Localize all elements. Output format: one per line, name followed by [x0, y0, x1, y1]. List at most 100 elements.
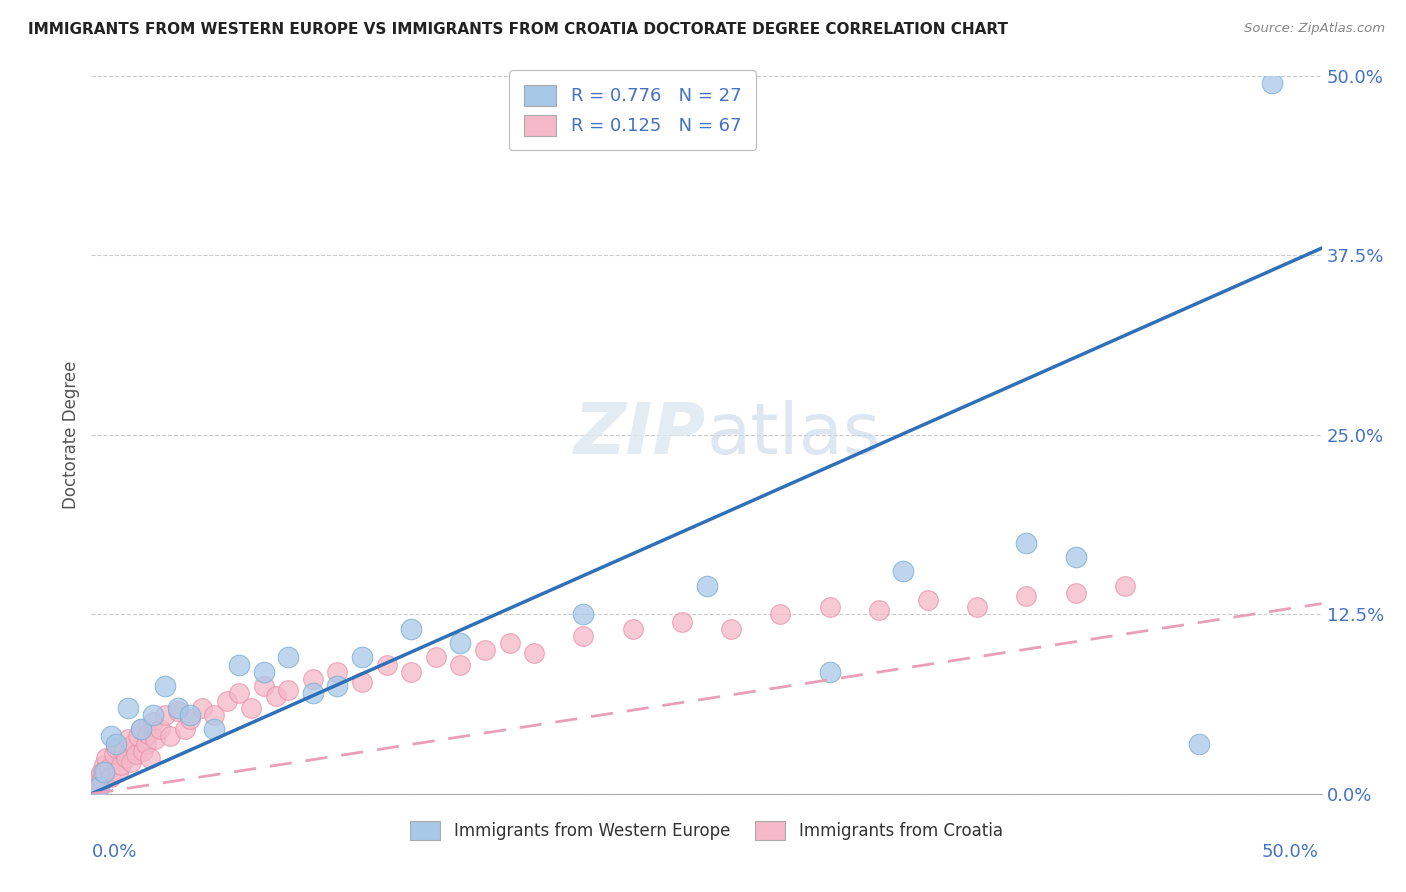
Point: [159, 730, 181, 744]
Point: [136, 726, 159, 740]
Text: atlas: atlas: [706, 401, 882, 469]
Point: [86, 775, 108, 789]
Point: [868, 603, 890, 617]
Y-axis label: Doctorate Degree: Doctorate Degree: [62, 360, 80, 509]
Point: [1015, 535, 1038, 549]
Point: [120, 756, 142, 770]
Point: [110, 758, 132, 772]
Point: [139, 751, 162, 765]
Point: [572, 629, 595, 643]
Point: [166, 704, 188, 718]
Point: [277, 650, 299, 665]
Point: [449, 657, 471, 672]
Point: [179, 712, 201, 726]
Point: [107, 765, 129, 780]
Point: [86, 780, 108, 794]
Point: [240, 700, 263, 714]
Point: [966, 600, 988, 615]
Point: [621, 622, 644, 636]
Point: [769, 607, 792, 622]
Point: [191, 700, 214, 714]
Point: [891, 564, 914, 578]
Point: [228, 657, 250, 672]
Point: [94, 765, 117, 780]
Point: [301, 672, 323, 686]
Text: 0.0%: 0.0%: [91, 843, 136, 861]
Point: [326, 665, 349, 679]
Point: [399, 622, 422, 636]
Point: [474, 643, 496, 657]
Point: [127, 730, 149, 744]
Point: [1114, 579, 1136, 593]
Point: [132, 744, 155, 758]
Point: [253, 679, 276, 693]
Point: [399, 665, 422, 679]
Point: [93, 765, 115, 780]
Point: [135, 737, 157, 751]
Point: [375, 657, 398, 672]
Point: [1187, 737, 1209, 751]
Point: [117, 732, 139, 747]
Point: [695, 579, 717, 593]
Point: [153, 707, 177, 722]
Point: [100, 730, 122, 744]
Point: [91, 772, 114, 787]
Text: Source: ZipAtlas.com: Source: ZipAtlas.com: [1244, 22, 1385, 36]
Point: [301, 686, 323, 700]
Point: [671, 615, 693, 629]
Point: [202, 723, 225, 737]
Point: [105, 740, 127, 755]
Point: [917, 593, 939, 607]
Point: [498, 636, 520, 650]
Point: [129, 723, 152, 737]
Point: [117, 700, 139, 714]
Point: [87, 770, 110, 784]
Point: [166, 700, 188, 714]
Point: [105, 737, 127, 751]
Point: [149, 723, 172, 737]
Point: [215, 693, 238, 707]
Point: [523, 646, 546, 660]
Point: [97, 761, 120, 775]
Point: [112, 744, 135, 758]
Point: [114, 751, 138, 765]
Point: [87, 780, 110, 794]
Text: ZIP: ZIP: [574, 401, 706, 469]
Point: [1064, 586, 1087, 600]
Point: [425, 650, 447, 665]
Point: [124, 747, 148, 761]
Point: [572, 607, 595, 622]
Point: [1015, 589, 1038, 603]
Point: [100, 770, 122, 784]
Point: [89, 775, 111, 789]
Point: [142, 715, 165, 730]
Legend: Immigrants from Western Europe, Immigrants from Croatia: Immigrants from Western Europe, Immigran…: [404, 814, 1010, 847]
Point: [228, 686, 250, 700]
Point: [277, 683, 299, 698]
Text: IMMIGRANTS FROM WESTERN EUROPE VS IMMIGRANTS FROM CROATIA DOCTORATE DEGREE CORRE: IMMIGRANTS FROM WESTERN EUROPE VS IMMIGR…: [28, 22, 1008, 37]
Point: [96, 751, 117, 765]
Point: [83, 784, 105, 798]
Point: [818, 665, 841, 679]
Point: [179, 707, 201, 722]
Point: [253, 665, 276, 679]
Point: [818, 600, 841, 615]
Point: [153, 679, 177, 693]
Point: [720, 622, 742, 636]
Point: [129, 723, 152, 737]
Point: [326, 679, 349, 693]
Point: [93, 758, 115, 772]
Point: [103, 747, 125, 761]
Point: [84, 781, 107, 796]
Point: [174, 723, 197, 737]
Point: [145, 732, 166, 747]
Point: [1064, 549, 1087, 564]
Point: [122, 737, 145, 751]
Point: [264, 690, 287, 704]
Point: [90, 765, 112, 780]
Point: [352, 650, 374, 665]
Text: 50.0%: 50.0%: [1263, 843, 1319, 861]
Point: [352, 674, 374, 689]
Point: [449, 636, 471, 650]
Point: [1261, 76, 1284, 90]
